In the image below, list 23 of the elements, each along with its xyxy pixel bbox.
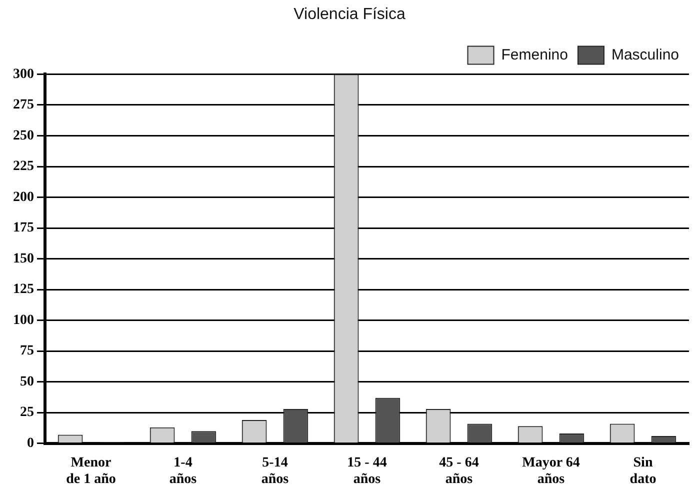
legend-label: Femenino — [501, 46, 568, 64]
y-tick-label: 125 — [13, 282, 34, 298]
y-tick-label: 175 — [13, 220, 34, 236]
y-tick-label: 300 — [13, 66, 34, 82]
y-tick-label: 275 — [13, 98, 34, 113]
x-tick-label: Menor de 1 año — [66, 455, 116, 488]
x-tick-label: Sin dato — [630, 455, 656, 488]
x-tick-label: 15 - 44 años — [347, 455, 387, 488]
y-tick-label: 75 — [20, 344, 34, 359]
y-tick-label: 200 — [13, 190, 34, 205]
y-tick-label: 225 — [13, 159, 34, 174]
chart-title: Violencia Física — [294, 6, 406, 24]
x-tick-label: 45 - 64 años — [439, 455, 479, 488]
x-tick-label: Mayor 64 años — [522, 455, 580, 488]
y-tick-label: 100 — [13, 312, 34, 328]
x-tick-label: 5-14 años — [261, 455, 290, 488]
y-tick-label: 150 — [13, 251, 34, 266]
y-tick-label: 25 — [20, 405, 34, 420]
legend-label: Masculino — [611, 46, 679, 64]
y-tick-label: 250 — [13, 128, 34, 144]
y-tick-label: 0 — [27, 436, 34, 452]
y-tick-label: 50 — [20, 374, 34, 390]
x-tick-label: 1-4 años — [169, 455, 198, 488]
